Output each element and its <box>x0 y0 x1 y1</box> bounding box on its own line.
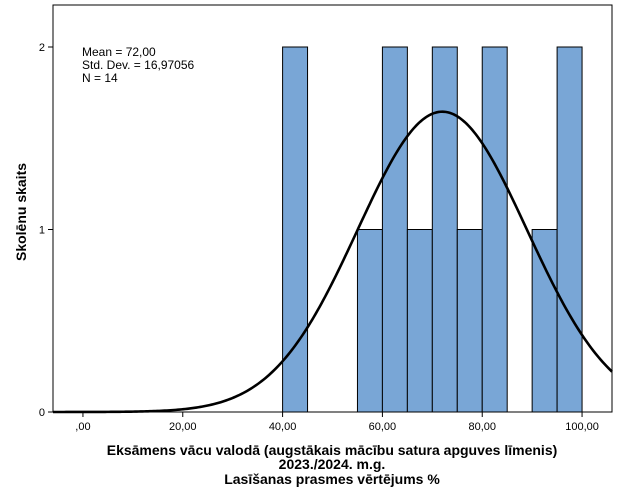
plot-area <box>52 4 613 413</box>
histogram-bar-2 <box>381 46 408 413</box>
bar-group <box>282 46 583 413</box>
x-axis-label-line-2: 2023./2024. m.g. <box>279 456 386 472</box>
histogram-bar-3 <box>406 229 433 413</box>
y-tick-label-2: 2 <box>39 42 45 54</box>
x-axis-label: Eksāmens vācu valodā (augstākais mācību … <box>107 442 558 487</box>
x-tick-label-1: 20,00 <box>169 421 197 433</box>
stats-box: Mean = 72,00 Std. Dev. = 16,97056 N = 14 <box>82 45 195 85</box>
histogram-bar-0 <box>282 46 309 413</box>
y-axis-ticks: 0 1 2 <box>39 42 53 419</box>
x-axis-label-line-1: Eksāmens vācu valodā (augstākais mācību … <box>107 442 558 458</box>
normal-curve <box>53 110 613 414</box>
histogram-bar-6 <box>481 46 508 413</box>
x-tick-label-0: ,00 <box>75 421 90 433</box>
stats-n: N = 14 <box>82 71 118 85</box>
x-axis-label-line-3: Lasīšanas prasmes vērtējums % <box>224 471 440 487</box>
histogram-bar-8 <box>556 46 583 413</box>
histogram-bar-1 <box>356 229 383 413</box>
stats-std-dev: Std. Dev. = 16,97056 <box>82 58 195 72</box>
x-tick-label-4: 80,00 <box>468 421 496 433</box>
stats-mean: Mean = 72,00 <box>82 45 156 59</box>
x-axis-ticks: ,00 20,00 40,00 60,00 80,00 100,00 <box>75 412 599 433</box>
histogram-bar-5 <box>456 229 483 413</box>
x-tick-label-2: 40,00 <box>269 421 297 433</box>
y-axis-label: Skolēnu skaits <box>13 163 29 261</box>
x-tick-label-5: 100,00 <box>565 421 599 433</box>
x-tick-label-3: 60,00 <box>369 421 397 433</box>
histogram-bar-4 <box>431 46 458 413</box>
y-tick-label-1: 1 <box>39 225 45 237</box>
y-tick-label-0: 0 <box>39 407 45 419</box>
histogram-bar-7 <box>531 229 558 413</box>
